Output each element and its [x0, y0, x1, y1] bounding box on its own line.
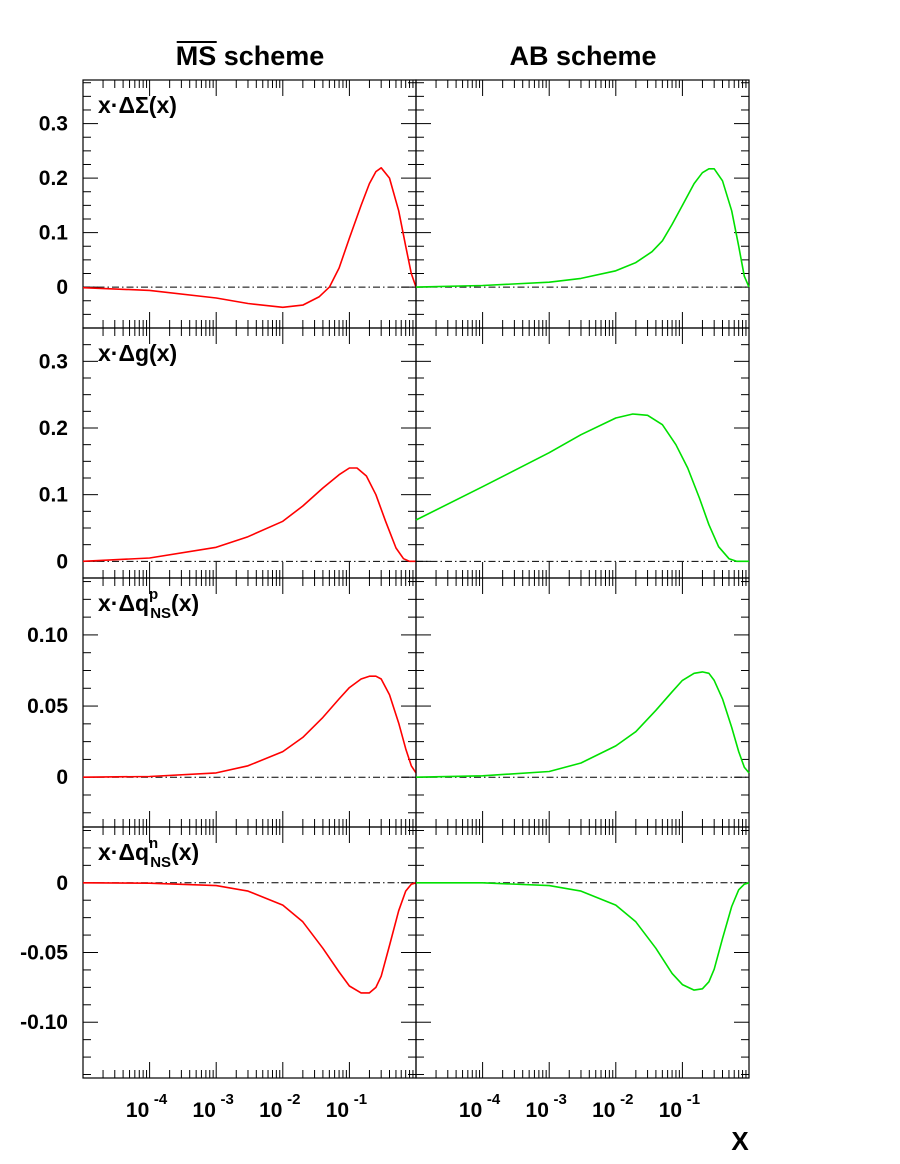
curve-ms	[82, 882, 417, 994]
panel-1-ab	[415, 79, 750, 329]
xtick-exponent: -2	[620, 1091, 633, 1108]
curve-ms	[82, 167, 417, 309]
panel-3-ab	[415, 577, 750, 828]
curve-ms	[82, 675, 417, 778]
ytick-label: 0	[56, 550, 68, 573]
xtick-label: 10	[659, 1099, 682, 1122]
xtick-label: 10	[592, 1099, 615, 1122]
xtick-label: 10	[259, 1099, 282, 1122]
xtick-label: 10	[459, 1099, 482, 1122]
xtick-label: 10	[126, 1099, 149, 1122]
panel-4-ms	[82, 826, 417, 1079]
curve-ab	[415, 168, 750, 288]
curve-ms	[82, 467, 416, 563]
ytick-label: 0.10	[27, 624, 68, 647]
column-title-ab-scheme: AB scheme	[509, 41, 656, 71]
xtick-label: 10	[326, 1099, 349, 1122]
ytick-label: 0	[56, 766, 68, 789]
panel-frame	[415, 826, 750, 1079]
xtick-label: 10	[526, 1099, 549, 1122]
panel-frame	[415, 327, 750, 579]
ytick-label: 0.3	[39, 350, 68, 373]
curve-ab	[416, 881, 750, 991]
xtick-exponent: -4	[487, 1091, 501, 1108]
panel-frame	[415, 79, 750, 329]
ytick-label: -0.10	[20, 1011, 68, 1034]
ytick-label: 0	[56, 872, 68, 895]
xtick-exponent: -2	[287, 1091, 300, 1108]
xtick-exponent: -4	[154, 1091, 168, 1108]
panel-4-ab	[415, 826, 750, 1079]
x-axis-label: X	[731, 1126, 749, 1156]
xtick-exponent: -1	[354, 1091, 367, 1108]
panel-label: x·Δg(x)	[98, 340, 177, 366]
ytick-label: 0.05	[27, 695, 68, 718]
ytick-label: 0.3	[39, 113, 68, 136]
ytick-label: 0	[56, 276, 68, 299]
ytick-label: 0.2	[39, 167, 68, 190]
xtick-exponent: -3	[221, 1091, 234, 1108]
curve-ab	[415, 413, 749, 563]
ytick-label: 0.1	[39, 484, 69, 507]
ytick-label: 0.2	[39, 417, 68, 440]
xtick-label: 10	[193, 1099, 216, 1122]
column-title-ms-scheme: MS scheme	[176, 41, 325, 71]
xtick-exponent: -3	[554, 1091, 567, 1108]
panel-2-ab	[415, 327, 750, 579]
ytick-label: 0.1	[39, 222, 69, 245]
panel-label: x·ΔΣ(x)	[98, 92, 177, 118]
curve-ab	[415, 671, 750, 778]
ytick-label: -0.05	[20, 942, 68, 965]
panel-label: x·Δqp NS(x)	[98, 586, 199, 622]
xtick-exponent: -1	[687, 1091, 700, 1108]
panel-frame	[415, 577, 750, 828]
panel-label: x·Δqn NS(x)	[98, 835, 199, 871]
